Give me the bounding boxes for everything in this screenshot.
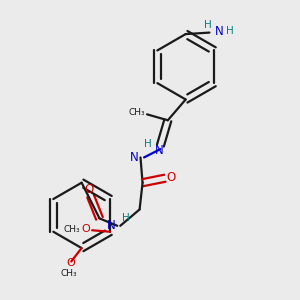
Text: O: O [81,224,90,234]
Text: O: O [84,183,94,196]
Text: H: H [204,20,212,30]
Text: CH₃: CH₃ [61,269,77,278]
Text: O: O [166,171,176,184]
Text: N: N [130,151,139,164]
Text: N: N [215,25,224,38]
Text: CH₃: CH₃ [129,108,146,117]
Text: H: H [226,26,233,36]
Text: N: N [154,144,163,158]
Text: N: N [107,219,116,232]
Text: CH₃: CH₃ [64,225,80,234]
Text: O: O [66,258,75,268]
Text: H: H [144,139,152,149]
Text: H: H [122,213,130,224]
